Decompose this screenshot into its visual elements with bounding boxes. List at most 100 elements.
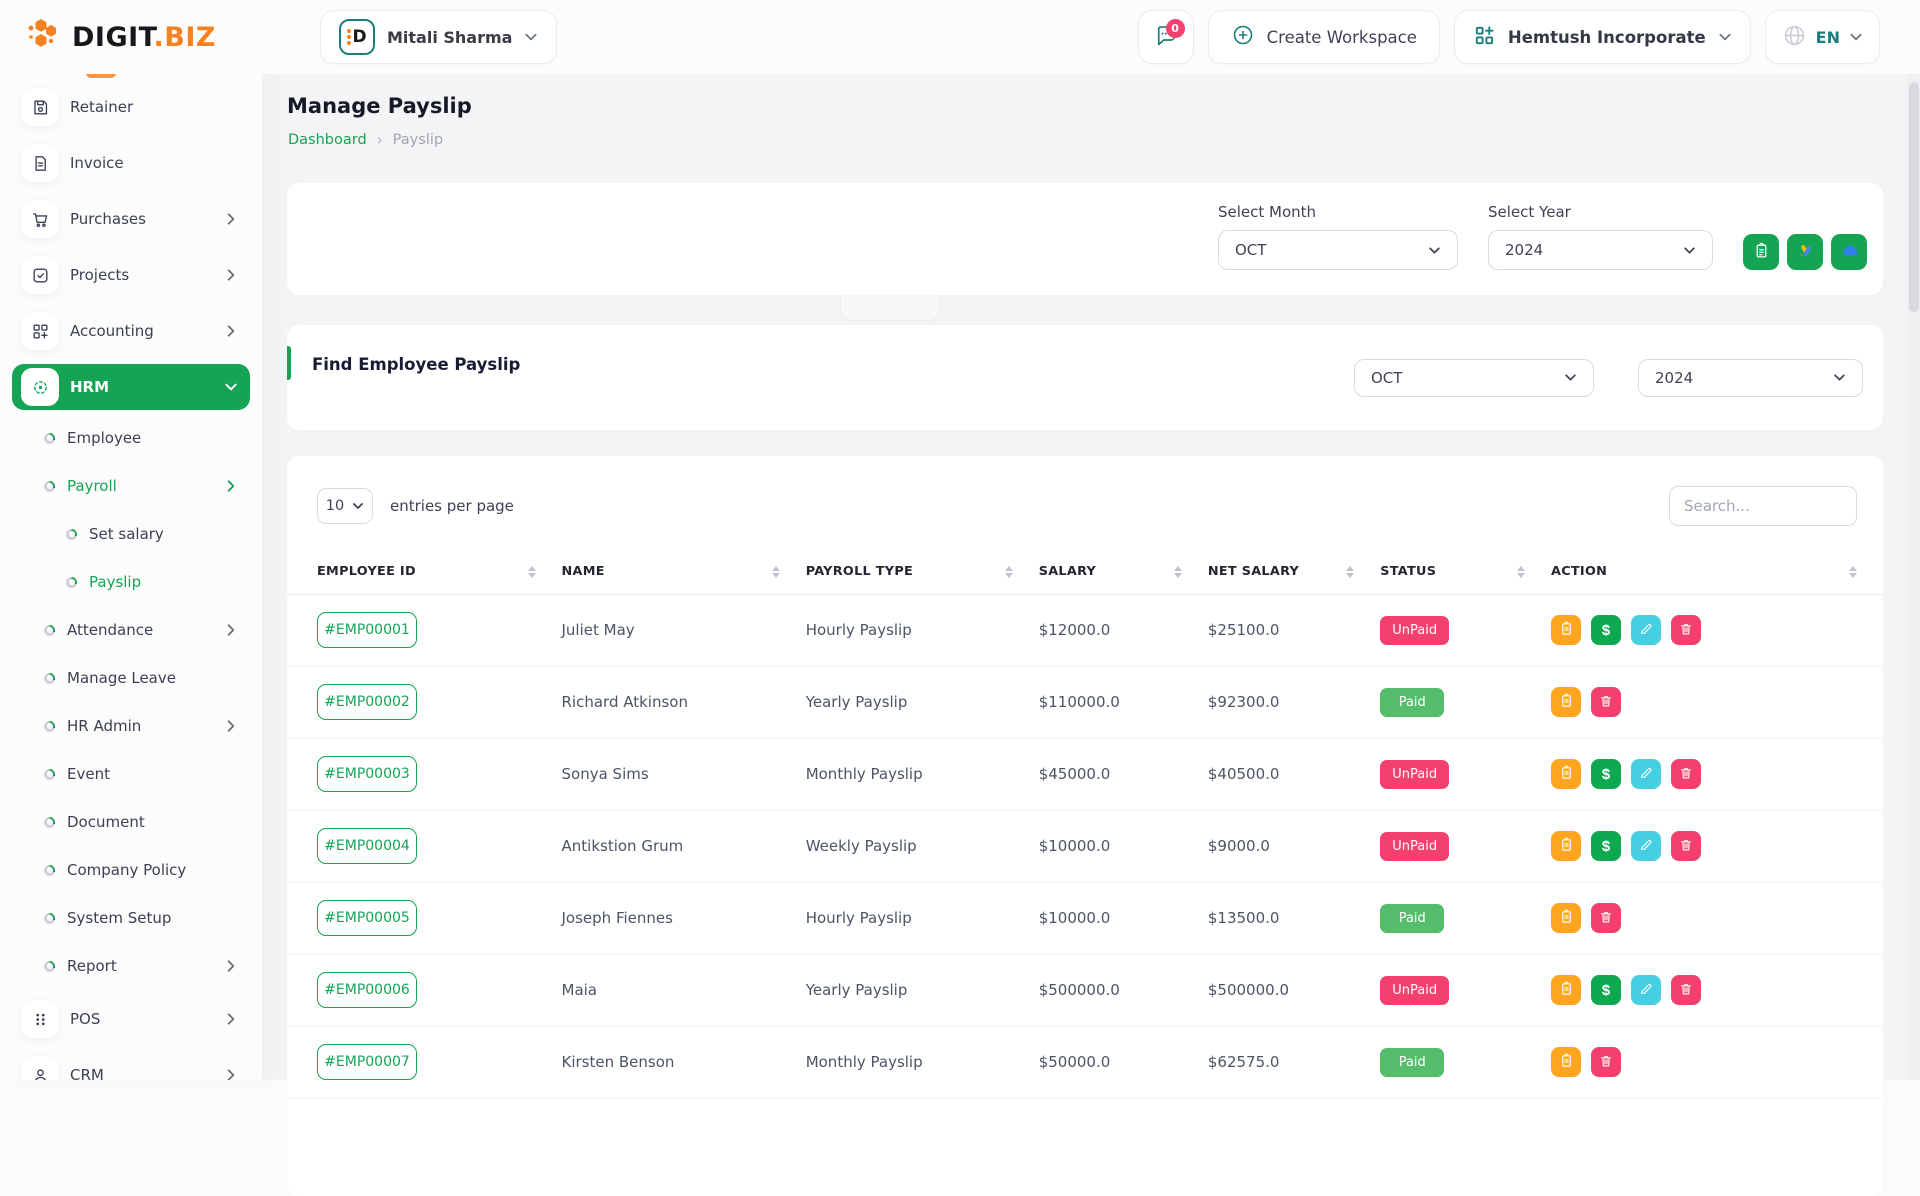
employee-id-badge[interactable]: #EMP00004 bbox=[317, 828, 417, 864]
select-month-label: Select Month bbox=[1218, 203, 1317, 221]
sort-arrows-icon[interactable] bbox=[1517, 565, 1525, 578]
sidebar-item-hr-admin[interactable]: HR Admin bbox=[12, 706, 250, 746]
sidebar-item-projects[interactable]: Projects bbox=[12, 252, 250, 298]
edit-button[interactable] bbox=[1631, 615, 1661, 645]
invoice-button[interactable] bbox=[1551, 759, 1581, 789]
bullet-icon bbox=[44, 960, 55, 972]
pay-button[interactable]: $ bbox=[1591, 831, 1621, 861]
invoice-button[interactable] bbox=[1551, 615, 1581, 645]
search-input[interactable] bbox=[1669, 486, 1857, 526]
delete-button[interactable] bbox=[1591, 687, 1621, 717]
sidebar-item-system-setup[interactable]: System Setup bbox=[12, 898, 250, 938]
employee-id-badge[interactable]: #EMP00006 bbox=[317, 972, 417, 1008]
pay-button[interactable]: $ bbox=[1591, 615, 1621, 645]
column-header-salary[interactable]: SALARY bbox=[1038, 550, 1208, 595]
user-menu[interactable]: D Mitali Sharma bbox=[320, 10, 558, 64]
invoice-button[interactable] bbox=[1551, 903, 1581, 933]
page-scrollbar[interactable] bbox=[1907, 74, 1920, 1080]
sidebar-item-label: Company Policy bbox=[67, 861, 187, 879]
net-salary-cell: $9000.0 bbox=[1207, 810, 1381, 883]
column-header-status[interactable]: STATUS bbox=[1380, 550, 1551, 595]
find-month-select[interactable]: OCT bbox=[1354, 358, 1594, 397]
column-header-payroll-type[interactable]: PAYROLL TYPE bbox=[805, 550, 1039, 595]
column-header-employee-id[interactable]: EMPLOYEE ID bbox=[287, 550, 562, 595]
sidebar-item-label: Payroll bbox=[67, 477, 117, 495]
employee-id-badge[interactable]: #EMP00007 bbox=[317, 1044, 417, 1080]
sidebar-item-pos[interactable]: POS bbox=[12, 996, 250, 1042]
sort-arrows-icon[interactable] bbox=[1004, 565, 1013, 578]
create-workspace-button[interactable]: Create Workspace bbox=[1207, 10, 1440, 64]
sort-arrows-icon[interactable] bbox=[1849, 565, 1857, 578]
delete-button[interactable] bbox=[1671, 975, 1701, 1005]
sidebar-item-label: Accounting bbox=[70, 322, 154, 340]
invoice-button[interactable] bbox=[1551, 975, 1581, 1005]
delete-button[interactable] bbox=[1671, 831, 1701, 861]
sidebar-item-crm[interactable]: CRM bbox=[12, 1052, 250, 1080]
delete-button[interactable] bbox=[1671, 759, 1701, 789]
payroll-type-cell: Monthly Payslip bbox=[805, 1026, 1039, 1099]
ads-export-button[interactable] bbox=[1787, 234, 1823, 270]
sidebar-item-employee[interactable]: Employee bbox=[12, 418, 250, 458]
sidebar-item-company-policy[interactable]: Company Policy bbox=[12, 850, 250, 890]
delete-button[interactable] bbox=[1671, 615, 1701, 645]
sidebar-item-event[interactable]: Event bbox=[12, 754, 250, 794]
chat-button[interactable]: 0 bbox=[1137, 10, 1194, 64]
year-select[interactable]: 2024 bbox=[1488, 230, 1713, 270]
floppy-icon bbox=[21, 88, 59, 126]
employee-id-badge[interactable]: #EMP00003 bbox=[317, 756, 417, 792]
pay-button[interactable]: $ bbox=[1591, 975, 1621, 1005]
language-selector[interactable]: EN bbox=[1764, 10, 1880, 64]
employee-id-badge[interactable]: #EMP00002 bbox=[317, 684, 417, 720]
sidebar-item-purchases[interactable]: Purchases bbox=[12, 196, 250, 242]
salary-cell: $500000.0 bbox=[1038, 954, 1208, 1027]
edit-button[interactable] bbox=[1631, 975, 1661, 1005]
dollar-icon: $ bbox=[1601, 981, 1611, 999]
payroll-type-cell: Weekly Payslip bbox=[805, 810, 1039, 883]
sidebar-item-document[interactable]: Document bbox=[12, 802, 250, 842]
edit-button[interactable] bbox=[1631, 759, 1661, 789]
find-year-select[interactable]: 2024 bbox=[1638, 358, 1863, 397]
sidebar-item-attendance[interactable]: Attendance bbox=[12, 610, 250, 650]
sidebar-item-label: Payslip bbox=[89, 573, 142, 591]
chevron-right-icon bbox=[224, 623, 238, 637]
trash-icon bbox=[1679, 838, 1693, 855]
dollar-icon: $ bbox=[1601, 837, 1611, 855]
page-scrollbar-thumb[interactable] bbox=[1908, 82, 1919, 312]
sort-arrows-icon[interactable] bbox=[527, 565, 536, 578]
sort-arrows-icon[interactable] bbox=[1346, 565, 1355, 578]
invoice-button[interactable] bbox=[1551, 687, 1581, 717]
sort-arrows-icon[interactable] bbox=[771, 565, 780, 578]
sidebar-item-manage-leave[interactable]: Manage Leave bbox=[12, 658, 250, 698]
status-badge: UnPaid bbox=[1380, 759, 1450, 789]
bullet-icon bbox=[44, 768, 55, 780]
cloud-export-button[interactable] bbox=[1831, 234, 1867, 270]
sidebar-item-hrm[interactable]: HRM bbox=[12, 364, 250, 410]
pay-button[interactable]: $ bbox=[1591, 759, 1621, 789]
column-header-name[interactable]: NAME bbox=[561, 550, 806, 595]
column-header-action[interactable]: ACTION bbox=[1551, 550, 1883, 595]
sidebar-item-payroll[interactable]: Payroll bbox=[12, 466, 250, 506]
sidebar-item-report[interactable]: Report bbox=[12, 946, 250, 986]
sidebar-item-retainer[interactable]: Retainer bbox=[12, 84, 250, 130]
breadcrumb-dashboard-link[interactable]: Dashboard bbox=[288, 132, 367, 148]
clipboard-icon bbox=[1559, 693, 1574, 711]
delete-button[interactable] bbox=[1591, 903, 1621, 933]
column-header-net-salary[interactable]: NET SALARY bbox=[1207, 550, 1381, 595]
sidebar-item-accounting[interactable]: Accounting bbox=[12, 308, 250, 354]
month-select[interactable]: OCT bbox=[1218, 230, 1458, 270]
invoice-button[interactable] bbox=[1551, 1047, 1581, 1077]
sidebar-item-set-salary[interactable]: Set salary bbox=[12, 514, 250, 554]
payslip-report-button[interactable] bbox=[1743, 234, 1779, 270]
invoice-button[interactable] bbox=[1551, 831, 1581, 861]
payroll-type-cell: Hourly Payslip bbox=[805, 882, 1039, 955]
sort-arrows-icon[interactable] bbox=[1173, 565, 1182, 578]
employee-id-badge[interactable]: #EMP00001 bbox=[317, 612, 417, 648]
delete-button[interactable] bbox=[1591, 1047, 1621, 1077]
sidebar-item-invoice[interactable]: Invoice bbox=[12, 140, 250, 186]
workspace-selector[interactable]: Hemtush Incorporate bbox=[1453, 10, 1751, 64]
edit-button[interactable] bbox=[1631, 831, 1661, 861]
employee-id-badge[interactable]: #EMP00005 bbox=[317, 900, 417, 936]
entries-per-page-select[interactable]: 10 bbox=[317, 488, 373, 524]
find-payslip-selects: OCT 2024 bbox=[1354, 358, 1863, 397]
sidebar-item-payslip[interactable]: Payslip bbox=[12, 562, 250, 602]
